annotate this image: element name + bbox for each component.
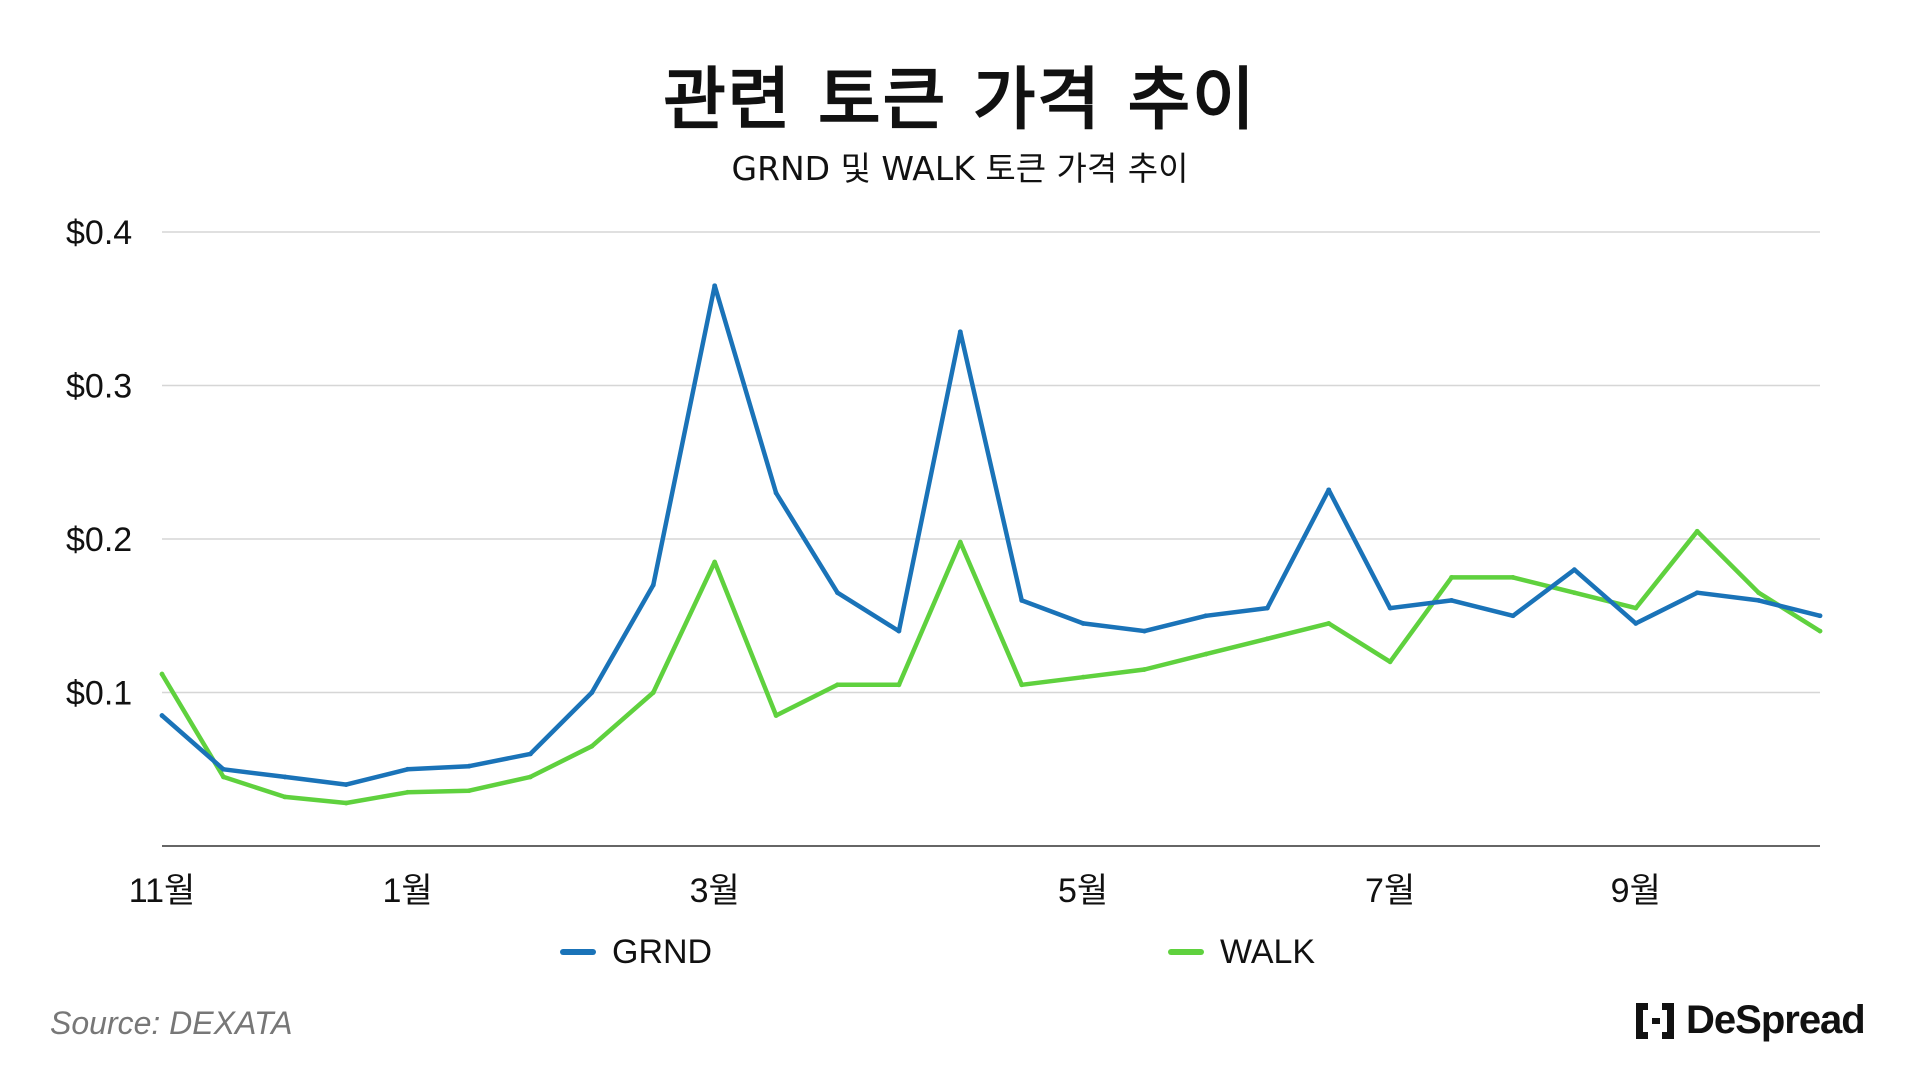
data-point-walk [1142,667,1147,672]
data-point-walk [1449,574,1454,580]
data-point-grnd [957,329,963,335]
data-point-grnd [1510,613,1516,619]
x-tick-label: 1월 [383,872,433,910]
x-tick-label: 5월 [1058,872,1108,910]
x-tick-label: 7월 [1365,872,1415,910]
series-line-grnd [159,283,1823,787]
brand-name: DeSpread [1686,998,1866,1042]
y-axis-ticks: $0.1 $0.2 $0.3 $0.4 [66,214,132,713]
data-point-walk [1019,682,1025,688]
data-point-grnd [712,283,718,289]
chart-subtitle: GRND 및 WALK 토큰 가격 추이 [731,149,1189,188]
data-point-walk [650,690,656,695]
data-point-walk [1080,674,1086,680]
legend-swatch-grnd [560,949,596,955]
legend-label-grnd: GRND [612,932,713,971]
data-point-walk [159,671,165,677]
legend-swatch-walk [1168,949,1204,955]
data-point-grnd [1817,613,1823,619]
y-tick-label: $0.2 [66,521,132,559]
x-axis-ticks: 11월 1월 3월 5월 7월 9월 [129,872,1661,910]
data-point-walk [1203,651,1209,657]
data-point-walk [1633,605,1639,611]
data-point-grnd [773,490,779,496]
data-point-grnd [466,763,472,769]
data-point-walk [282,794,288,800]
data-point-grnd [1326,487,1332,493]
data-point-grnd [1756,598,1761,603]
data-point-grnd [1019,598,1025,603]
data-point-grnd [896,628,902,634]
data-point-walk [957,539,963,545]
data-point-grnd [1571,567,1577,573]
data-point-grnd [1387,605,1393,611]
x-tick-label: 3월 [690,872,740,910]
legend-item-walk: WALK [1168,930,1315,974]
data-point-walk [835,682,840,688]
despread-logo-icon [1636,1002,1674,1039]
data-point-walk [896,682,902,688]
data-point-grnd [1633,621,1639,626]
data-point-walk [589,743,595,749]
data-point-walk [1387,659,1393,665]
gridlines [162,231,1820,847]
data-point-grnd [405,766,411,772]
data-point-grnd [1449,598,1454,603]
data-point-walk [1694,528,1700,534]
x-tick-label: 11월 [129,872,196,910]
data-point-walk [343,800,349,806]
y-tick-label: $0.1 [66,675,132,713]
data-point-grnd [282,774,288,780]
despread-logo: DeSpread [1634,998,1866,1043]
data-point-walk [528,774,533,780]
data-point-grnd [221,766,226,772]
data-point-grnd [528,751,533,757]
data-point-walk [466,788,472,794]
data-point-grnd [835,590,840,596]
data-point-grnd [159,713,165,718]
data-point-grnd [1142,628,1147,634]
data-point-grnd [1203,613,1209,619]
data-point-grnd [589,690,595,695]
data-point-grnd [650,582,656,588]
data-point-grnd [1080,621,1086,626]
data-point-walk [1326,621,1332,626]
chart-title: 관련 토큰 가격 추이 [663,61,1257,140]
y-tick-label: $0.4 [66,214,132,252]
series-lines [159,283,1823,806]
data-point-walk [1264,636,1270,642]
data-point-walk [1510,574,1516,580]
data-point-walk [1756,590,1761,596]
data-point-walk [712,559,718,565]
series-line-walk [159,529,1823,806]
source-note: Source: DEXATA [50,1005,293,1041]
data-point-walk [1817,628,1823,634]
data-point-walk [1571,590,1577,596]
legend-item-grnd: GRND [560,930,712,974]
data-point-grnd [1264,605,1270,611]
data-point-grnd [343,782,349,787]
x-tick-label: 9월 [1611,872,1661,910]
data-point-walk [221,774,226,780]
y-tick-label: $0.3 [66,368,132,406]
data-point-grnd [1694,590,1700,596]
legend-label-walk: WALK [1220,932,1316,971]
data-point-walk [773,713,779,718]
data-point-walk [405,789,411,795]
